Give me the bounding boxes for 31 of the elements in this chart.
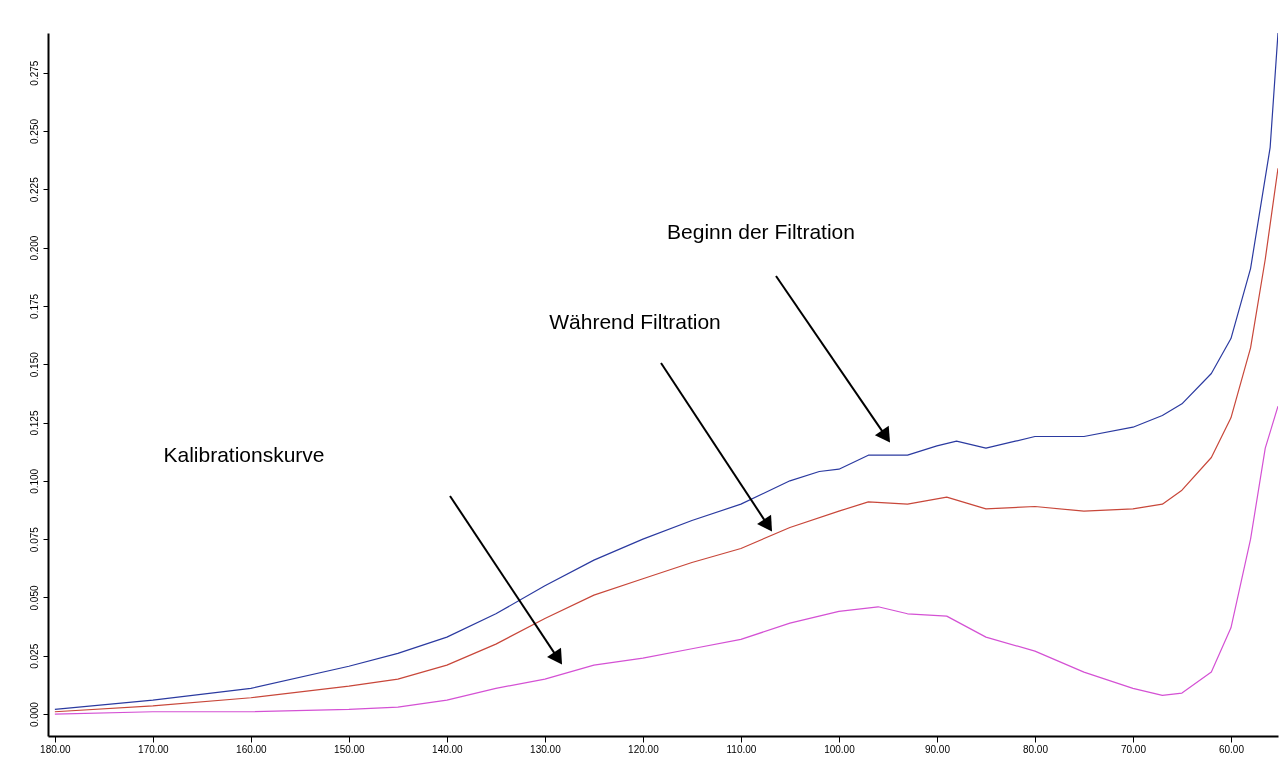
x-tick-label: 130.00 [530,743,562,755]
line-series [54,405,1278,715]
y-tick-label: 0.225 [28,176,40,203]
x-tick-label: 100.00 [824,743,856,755]
x-tick-label: 120.00 [628,743,660,755]
y-tick-label: 0.075 [28,526,40,553]
x-tick-label: 160.00 [236,743,268,755]
x-tick-label: 60.00 [1218,743,1245,755]
annotation: Während Filtration [549,310,721,333]
x-tick-label: 70.00 [1120,743,1147,755]
x-tick-label: 90.00 [924,743,951,755]
y-tick-label: 0.275 [28,60,40,86]
y-tick-label: 0.175 [28,293,40,319]
x-tick-label: 170.00 [138,743,170,755]
annotation: Kalibrationskurve [163,443,325,466]
annotation: Beginn der Filtration [667,220,855,243]
y-tick-label: 0.025 [28,643,40,669]
y-tick-label: 0.125 [28,410,40,436]
line-series [54,33,1278,711]
y-tick-label: 0.150 [28,351,40,378]
x-tick-label: 140.00 [432,743,464,755]
y-tick-label: 0.100 [28,468,40,494]
x-tick-label: 80.00 [1022,743,1049,755]
y-tick-label: 0.000 [28,701,40,728]
line-series [54,167,1278,713]
x-tick-label: 110.00 [726,743,757,755]
y-tick-label: 0.250 [28,118,40,144]
y-tick-label: 0.200 [28,235,40,261]
x-tick-label: 150.00 [334,743,366,755]
x-tick-label: 180.00 [40,743,72,755]
y-tick-label: 0.050 [28,585,40,611]
